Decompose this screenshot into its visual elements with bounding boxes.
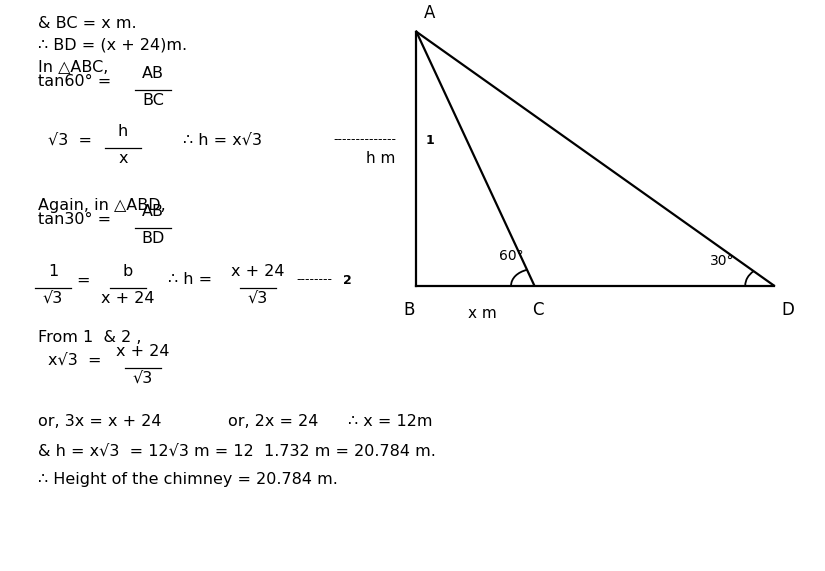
Text: & h = x√3  = 12√3 m = 12  1.732 m = 20.784 m.: & h = x√3 = 12√3 m = 12 1.732 m = 20.784… <box>38 444 436 459</box>
Text: From 1  & 2 ,: From 1 & 2 , <box>38 330 142 345</box>
Text: 60°: 60° <box>498 248 523 263</box>
Text: Again, in △ABD,: Again, in △ABD, <box>38 198 166 213</box>
Text: ∴ BD = (x + 24)m.: ∴ BD = (x + 24)m. <box>38 38 187 53</box>
Text: x m: x m <box>468 306 497 321</box>
Text: h: h <box>118 124 128 139</box>
Text: x√3  =: x√3 = <box>48 352 101 368</box>
Text: or, 2x = 24: or, 2x = 24 <box>228 414 318 429</box>
Text: h m: h m <box>365 151 395 166</box>
Text: tan30° =: tan30° = <box>38 212 111 227</box>
Text: --------------: -------------- <box>333 134 396 147</box>
Text: √3  =: √3 = <box>48 132 92 147</box>
Text: BD: BD <box>141 231 165 246</box>
Text: 1: 1 <box>426 134 435 147</box>
Text: BC: BC <box>142 93 164 108</box>
Text: or, 3x = x + 24: or, 3x = x + 24 <box>38 414 162 429</box>
Text: √3: √3 <box>133 371 153 386</box>
Text: ∴ h = x√3: ∴ h = x√3 <box>183 132 262 147</box>
Text: B: B <box>403 301 415 319</box>
Text: A: A <box>423 3 435 22</box>
Text: D: D <box>781 301 794 319</box>
Text: ∴ x = 12m: ∴ x = 12m <box>348 414 432 429</box>
Text: =: = <box>76 272 89 288</box>
Text: ∴ h =: ∴ h = <box>168 272 212 288</box>
Text: x + 24: x + 24 <box>101 291 155 306</box>
Text: 30°: 30° <box>710 254 734 268</box>
Text: x + 24: x + 24 <box>116 344 170 359</box>
Text: 2: 2 <box>343 274 351 287</box>
Text: √3: √3 <box>248 291 268 306</box>
Text: √3: √3 <box>43 291 64 306</box>
Text: AB: AB <box>142 204 164 219</box>
Text: --------: -------- <box>296 274 332 287</box>
Text: C: C <box>532 301 544 319</box>
Text: x + 24: x + 24 <box>231 264 285 279</box>
Text: x: x <box>118 151 128 166</box>
Text: ∴ Height of the chimney = 20.784 m.: ∴ Height of the chimney = 20.784 m. <box>38 472 338 487</box>
Text: b: b <box>123 264 133 279</box>
Text: AB: AB <box>142 66 164 81</box>
Text: tan60° =: tan60° = <box>38 74 111 90</box>
Text: In △ABC,: In △ABC, <box>38 60 108 75</box>
Text: & BC = x m.: & BC = x m. <box>38 16 137 31</box>
Text: 1: 1 <box>48 264 58 279</box>
